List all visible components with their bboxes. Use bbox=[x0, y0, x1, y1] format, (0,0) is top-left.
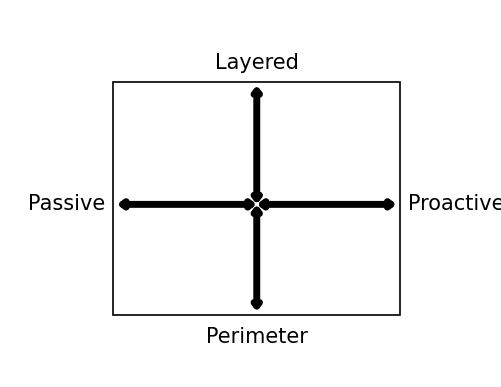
Text: Perimeter: Perimeter bbox=[206, 327, 308, 346]
Bar bbox=[113, 82, 400, 315]
Text: Passive: Passive bbox=[28, 194, 105, 214]
Text: Proactive: Proactive bbox=[408, 194, 501, 214]
Text: Layered: Layered bbox=[215, 53, 299, 73]
